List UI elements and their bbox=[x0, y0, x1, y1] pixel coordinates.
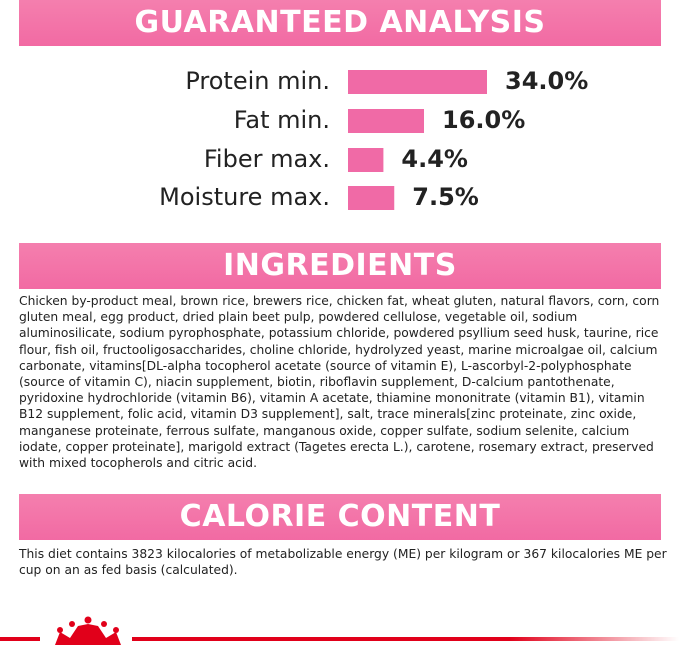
section-header: CALORIE CONTENT bbox=[19, 494, 661, 540]
value-label: 4.4% bbox=[401, 145, 468, 173]
chart: Protein min. 34.0% Fat min. 16.0% Fiber max.… bbox=[159, 67, 588, 211]
calorie-text: This diet contains 3823 kilocalories of … bbox=[19, 547, 667, 578]
category-label: Fiber max. bbox=[204, 145, 330, 173]
category-label: Moisture max. bbox=[159, 183, 330, 211]
bar bbox=[348, 186, 395, 210]
bar bbox=[348, 109, 424, 133]
value-label: 7.5% bbox=[412, 183, 479, 211]
value-label: 34.0% bbox=[505, 67, 588, 95]
value-label: 16.0% bbox=[442, 106, 525, 134]
logo-bg bbox=[40, 630, 132, 648]
category-label: Fat min. bbox=[234, 106, 330, 134]
section-header: GUARANTEED ANALYSIS bbox=[19, 0, 661, 46]
bar bbox=[348, 70, 487, 94]
red-line bbox=[0, 637, 679, 641]
crown bbox=[55, 616, 121, 645]
ingredients-text: Chicken by-product meal, brown rice, bre… bbox=[19, 294, 660, 471]
section-header: INGREDIENTS bbox=[19, 243, 661, 289]
bar bbox=[348, 148, 384, 172]
category-label: Protein min. bbox=[185, 67, 330, 95]
